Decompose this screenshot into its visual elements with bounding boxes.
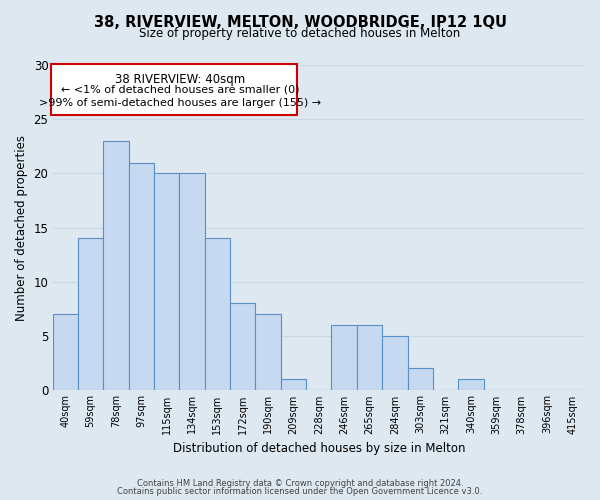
Bar bbox=[179, 174, 205, 390]
Bar bbox=[357, 325, 382, 390]
Text: >99% of semi-detached houses are larger (155) →: >99% of semi-detached houses are larger … bbox=[39, 98, 321, 108]
Bar bbox=[103, 141, 128, 390]
Bar bbox=[78, 238, 103, 390]
Y-axis label: Number of detached properties: Number of detached properties bbox=[15, 134, 28, 320]
Text: Size of property relative to detached houses in Melton: Size of property relative to detached ho… bbox=[139, 28, 461, 40]
Bar bbox=[407, 368, 433, 390]
Text: Contains HM Land Registry data © Crown copyright and database right 2024.: Contains HM Land Registry data © Crown c… bbox=[137, 478, 463, 488]
Bar bbox=[230, 304, 256, 390]
Text: Contains public sector information licensed under the Open Government Licence v3: Contains public sector information licen… bbox=[118, 487, 482, 496]
Bar bbox=[53, 314, 78, 390]
Bar bbox=[154, 174, 179, 390]
Bar bbox=[281, 380, 306, 390]
X-axis label: Distribution of detached houses by size in Melton: Distribution of detached houses by size … bbox=[173, 442, 465, 455]
Bar bbox=[128, 162, 154, 390]
Text: ← <1% of detached houses are smaller (0): ← <1% of detached houses are smaller (0) bbox=[61, 84, 299, 94]
Bar bbox=[382, 336, 407, 390]
Bar bbox=[205, 238, 230, 390]
Text: 38, RIVERVIEW, MELTON, WOODBRIDGE, IP12 1QU: 38, RIVERVIEW, MELTON, WOODBRIDGE, IP12 … bbox=[94, 15, 506, 30]
Bar bbox=[458, 380, 484, 390]
Bar bbox=[256, 314, 281, 390]
FancyBboxPatch shape bbox=[52, 64, 297, 115]
Text: 38 RIVERVIEW: 40sqm: 38 RIVERVIEW: 40sqm bbox=[115, 72, 245, 86]
Bar bbox=[331, 325, 357, 390]
